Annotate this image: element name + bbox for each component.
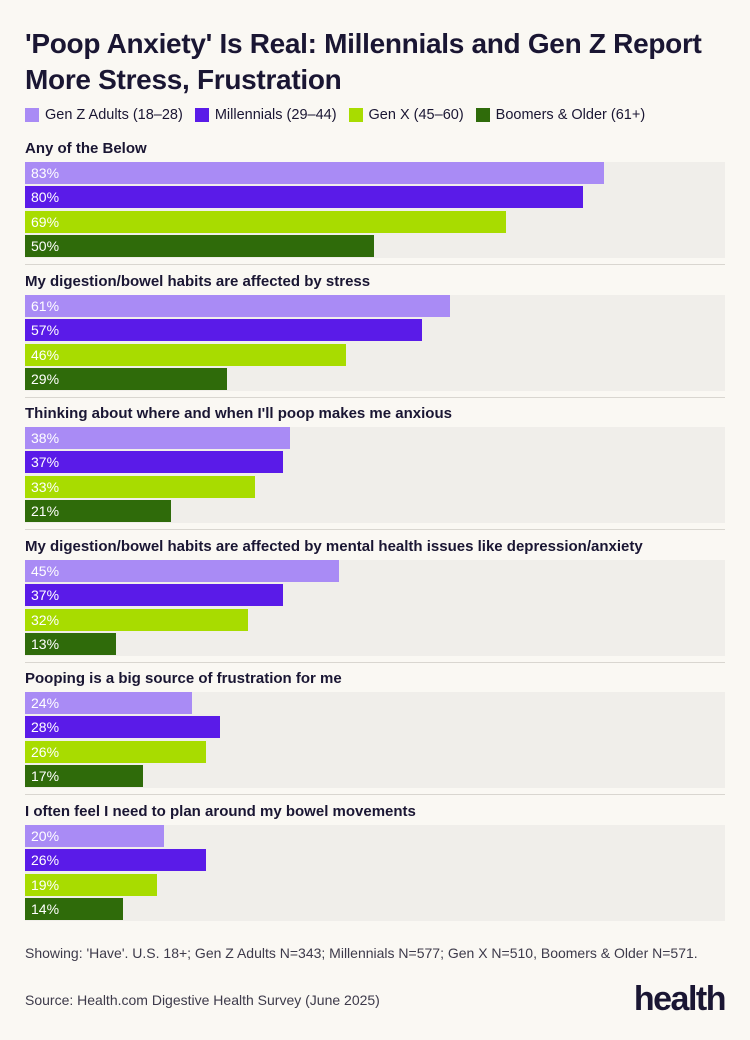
bar-value-label: 80% [31, 189, 60, 205]
bar: 32% [25, 608, 249, 631]
bar-value-label: 13% [31, 635, 60, 652]
bar-value-label: 14% [31, 900, 60, 917]
bar-value-label: 19% [31, 876, 60, 893]
bar-value-label: 38% [31, 430, 60, 446]
bar-value-label: 69% [31, 214, 60, 230]
bar: 57% [25, 318, 423, 341]
bar: 14% [25, 897, 123, 920]
category-panel: 20% 26% 19% 14% [25, 824, 725, 921]
chart-title: 'Poop Anxiety' Is Real: Millennials and … [25, 28, 702, 95]
legend-item: Gen X (45–60) [348, 107, 464, 123]
bar-value-label: 32% [31, 611, 60, 628]
bar: 37% [25, 451, 283, 473]
group-divider [25, 794, 725, 795]
bar-value-label: 45% [31, 562, 60, 579]
group-divider [25, 396, 725, 398]
legend-label: Millennials (29–44) [214, 107, 337, 123]
legend-label: Boomers & Older (61+) [495, 107, 646, 123]
group-divider [25, 661, 725, 663]
bar-value-label: 33% [31, 479, 60, 495]
category-label: My digestion/bowel habits are affected b… [25, 272, 371, 290]
bar-value-label: 20% [31, 827, 60, 844]
category-label: I often feel I need to plan around my bo… [25, 802, 416, 820]
bar: 21% [25, 500, 172, 522]
legend-swatch [194, 108, 209, 122]
bar-value-label: 21% [31, 503, 60, 519]
group-divider [25, 529, 725, 530]
bar: 61% [25, 294, 451, 317]
health-logo: health [633, 980, 727, 1018]
category-panel: 24% 28% 26% 17% [25, 692, 725, 788]
bar-value-label: 50% [31, 238, 60, 254]
bar-value-label: 29% [31, 370, 60, 387]
legend-item: Millennials (29–44) [194, 107, 337, 123]
sample-note: Showing: 'Have'. U.S. 18+; Gen Z Adults … [25, 945, 698, 961]
bar-value-label: 26% [31, 744, 60, 760]
bar-value-label: 26% [31, 851, 60, 868]
category-label: Pooping is a big source of frustration f… [25, 670, 342, 687]
legend-swatch [25, 108, 39, 122]
category-panel: 45% 37% 32% 13% [25, 559, 725, 656]
bar: 50% [25, 235, 374, 257]
legend-label: Gen Z Adults (18–28) [45, 107, 183, 123]
bar: 24% [25, 692, 193, 714]
bar: 13% [25, 632, 116, 655]
bar: 46% [25, 343, 346, 366]
category-panel: 83% 80% 69% 50% [25, 162, 725, 258]
bar: 83% [25, 162, 604, 184]
bar: 80% [25, 186, 583, 208]
bar-value-label: 37% [31, 454, 60, 470]
bar: 17% [25, 765, 144, 787]
bar: 45% [25, 559, 339, 582]
category-panel: 61% 57% 46% 29% [25, 294, 725, 391]
source-text: Source: Health.com Digestive Health Surv… [25, 992, 380, 1008]
bar-value-label: 46% [31, 346, 60, 363]
bar-value-label: 28% [31, 719, 60, 735]
bar: 26% [25, 848, 207, 871]
bar-value-label: 17% [31, 768, 60, 784]
category-label: Thinking about where and when I'll poop … [25, 405, 452, 422]
bar: 29% [25, 367, 228, 390]
bar: 28% [25, 716, 221, 738]
category-label: My digestion/bowel habits are affected b… [25, 537, 643, 555]
legend-item: Boomers & Older (61+) [475, 107, 646, 123]
bar-value-label: 57% [31, 321, 60, 338]
bar: 33% [25, 476, 255, 498]
legend-swatch [348, 108, 363, 122]
bar: 69% [25, 211, 506, 233]
bar-value-label: 61% [31, 297, 60, 314]
legend-swatch [475, 108, 490, 122]
legend-label: Gen X (45–60) [368, 107, 464, 123]
bar: 19% [25, 873, 158, 896]
legend-item: Gen Z Adults (18–28) [25, 107, 183, 123]
category-label: Any of the Below [25, 140, 147, 157]
bar-value-label: 24% [31, 695, 60, 711]
bar: 20% [25, 824, 165, 847]
legend: Gen Z Adults (18–28) Millennials (29–44) G… [25, 104, 657, 126]
category-panel: 38% 37% 33% 21% [25, 427, 725, 523]
bar: 37% [25, 583, 283, 606]
bar-value-label: 37% [31, 586, 60, 603]
bar: 26% [25, 741, 207, 763]
group-divider [25, 264, 725, 265]
bar: 38% [25, 427, 290, 449]
bar-value-label: 83% [31, 165, 60, 181]
